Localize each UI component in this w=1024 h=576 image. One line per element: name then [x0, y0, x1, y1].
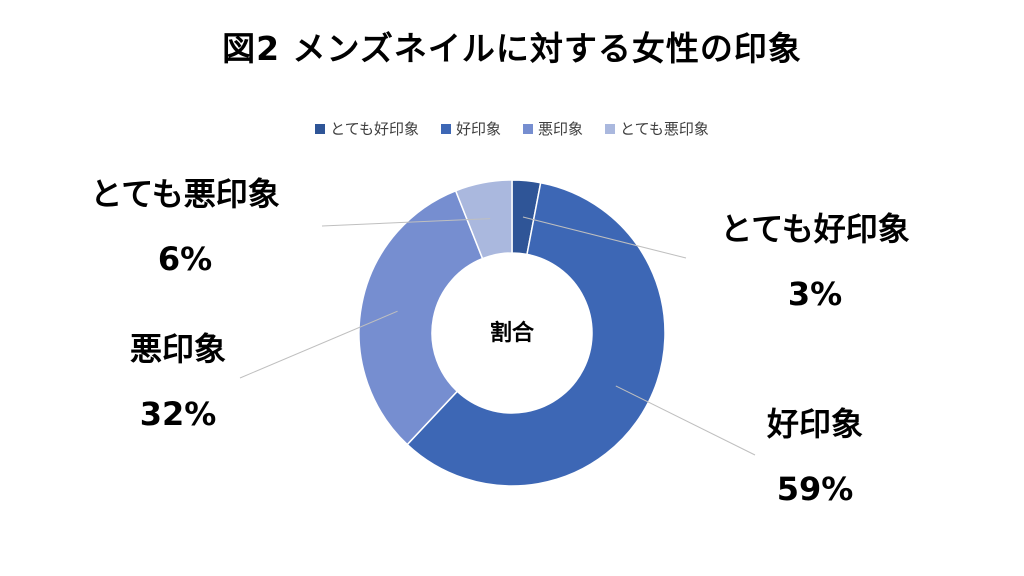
data-label-value-very-good: 3%	[788, 275, 842, 313]
donut-slice-good	[406, 181, 666, 487]
data-label-value-very-bad: 6%	[158, 240, 212, 278]
donut-slices	[358, 179, 666, 487]
leader-line-very-good	[522, 216, 687, 259]
legend: とても好印象 好印象 悪印象 とても悪印象	[0, 118, 1024, 139]
legend-label-bad: 悪印象	[538, 120, 584, 138]
legend-label-very-good: とても好印象	[330, 120, 419, 138]
data-label-category-bad: 悪印象	[130, 330, 226, 368]
legend-label-very-bad: とても悪印象	[620, 120, 709, 138]
leader-lines	[239, 216, 756, 456]
legend-item-very-good: とても好印象	[315, 118, 419, 139]
donut-center-label: 割合	[490, 320, 535, 346]
leader-line-bad	[239, 310, 398, 379]
data-label-value-good: 59%	[777, 470, 854, 508]
chart-title: 図2 メンズネイルに対する女性の印象	[222, 29, 802, 68]
legend-label-good: 好印象	[455, 120, 501, 138]
data-labels: とても好印象 3% 好印象 59% 悪印象 32% とても悪印象 6%	[90, 175, 909, 508]
legend-swatch-good	[440, 123, 451, 134]
data-label-value-bad: 32%	[140, 395, 217, 433]
data-label-category-very-good: とても好印象	[720, 210, 909, 248]
leader-line-good	[615, 385, 756, 456]
legend-swatch-very-bad	[605, 123, 616, 134]
legend-item-good: 好印象	[440, 118, 501, 139]
legend-item-bad: 悪印象	[523, 118, 583, 139]
data-label-category-good: 好印象	[766, 405, 863, 443]
data-label-category-very-bad: とても悪印象	[90, 175, 279, 213]
legend-item-very-bad: とても悪印象	[605, 118, 709, 139]
legend-swatch-bad	[523, 123, 533, 134]
donut-slice-bad	[358, 189, 484, 446]
legend-swatch-very-good	[315, 123, 326, 134]
leader-line-very-bad	[321, 218, 491, 227]
